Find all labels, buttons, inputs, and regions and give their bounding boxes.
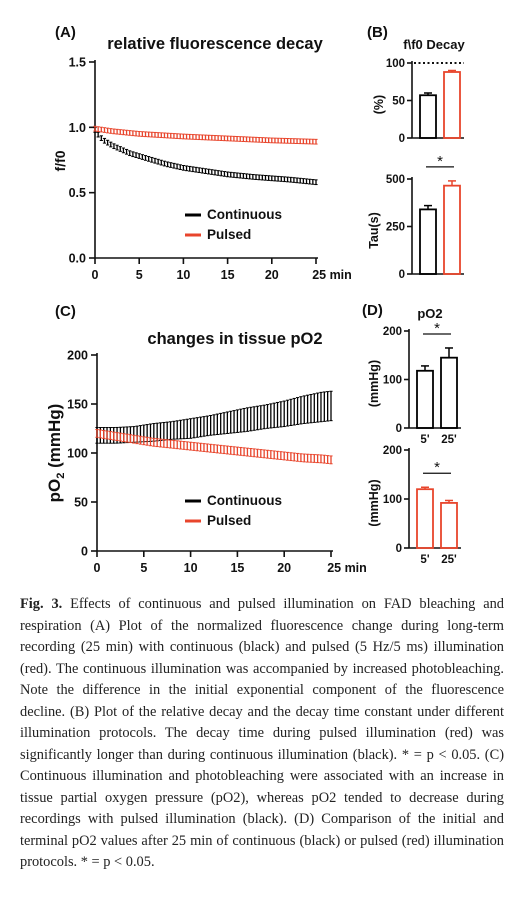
x-tick-label: 20 [265, 268, 279, 282]
bar [440, 356, 458, 429]
y-axis-label: Tau(s) [367, 212, 381, 249]
x-tick-label: 0 [92, 268, 99, 282]
significance-marker: * [434, 320, 440, 337]
y-tick-label: 50 [392, 96, 405, 108]
y-tick-label: 100 [67, 447, 88, 461]
x-tick-label: 10 [184, 561, 198, 575]
figure-caption: Fig. 3. Effects of continuous and pulsed… [20, 594, 504, 874]
chart-title: f\f0 Decay [403, 37, 465, 52]
y-tick-label: 100 [383, 375, 402, 387]
y-tick-label: 0 [81, 545, 88, 559]
legend-label: Pulsed [207, 227, 251, 242]
bar [443, 71, 461, 139]
y-tick-label: 200 [67, 349, 88, 363]
legend-label: Continuous [207, 493, 282, 508]
y-tick-label: 200 [383, 445, 402, 457]
x-unit-label: 25 min [312, 268, 352, 282]
y-tick-label: 0 [396, 423, 402, 435]
panel-label: (D) [362, 302, 383, 319]
y-tick-label: 200 [383, 326, 402, 338]
x-tick-label: 20 [277, 561, 291, 575]
x-tick-label: 10 [176, 268, 190, 282]
y-tick-label: 50 [74, 496, 88, 510]
y-axis-label: (mmHg) [367, 360, 381, 407]
y-tick-label: 100 [386, 58, 405, 70]
y-tick-label: 1.5 [69, 56, 86, 70]
y-axis-label: pO2 (mmHg) [45, 404, 67, 503]
series-pulsed [95, 428, 333, 465]
x-tick-label: 5' [420, 434, 429, 446]
legend-label: Pulsed [207, 513, 251, 528]
x-unit-label: 25 min [327, 561, 367, 575]
series-pulsed [93, 125, 318, 145]
x-tick-label: 5 [140, 561, 147, 575]
y-axis-label: (%) [372, 95, 386, 114]
panel-label: (C) [55, 303, 76, 320]
y-tick-label: 0 [399, 269, 405, 281]
y-tick-label: 1.0 [69, 121, 86, 135]
significance-marker: * [437, 153, 443, 170]
caption-text: Effects of continuous and pulsed illumin… [20, 596, 504, 870]
y-axis-label: (mmHg) [367, 479, 381, 526]
y-tick-label: 0.0 [69, 252, 86, 266]
y-tick-label: 0 [399, 133, 405, 145]
legend-label: Continuous [207, 207, 282, 222]
y-tick-label: 0.5 [69, 186, 86, 200]
x-tick-label: 15 [221, 268, 235, 282]
bar [440, 502, 458, 549]
chart-title: relative fluorescence decay [107, 35, 323, 53]
bar [419, 94, 437, 139]
bar [416, 369, 434, 429]
figure-3: (A) relative fluorescence decay 0.0 0.5 1.0 1… [45, 24, 465, 575]
y-tick-label: 500 [386, 174, 405, 186]
y-tick-label: 0 [396, 543, 402, 555]
y-tick-label: 150 [67, 398, 88, 412]
panel-label: (A) [55, 24, 76, 41]
x-tick-label: 15 [230, 561, 244, 575]
chart-title: changes in tissue pO2 [147, 330, 322, 348]
y-tick-label: 250 [386, 222, 405, 234]
panel-label: (B) [367, 24, 388, 41]
significance-marker: * [434, 459, 440, 476]
x-tick-label: 25' [441, 434, 457, 446]
bar [416, 488, 434, 549]
bar [443, 184, 461, 275]
x-tick-label: 25' [441, 554, 457, 566]
chart-title: pO2 [417, 306, 442, 321]
x-tick-label: 0 [94, 561, 101, 575]
y-axis-label: f/f0 [52, 150, 68, 171]
y-tick-label: 100 [383, 494, 402, 506]
x-tick-label: 5' [420, 554, 429, 566]
caption-label: Fig. 3. [20, 596, 63, 612]
bar [419, 208, 437, 275]
x-tick-label: 5 [136, 268, 143, 282]
